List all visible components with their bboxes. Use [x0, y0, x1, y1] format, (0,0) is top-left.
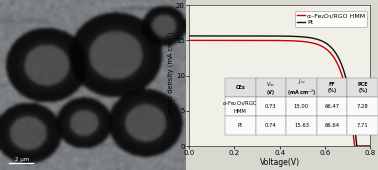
Text: 2 μm: 2 μm — [15, 157, 29, 161]
Y-axis label: Current density (mA cm⁻²): Current density (mA cm⁻²) — [167, 31, 174, 120]
Legend: α–Fe₂O₃/RGO HMM, Pt: α–Fe₂O₃/RGO HMM, Pt — [295, 11, 367, 27]
X-axis label: Voltage(V): Voltage(V) — [260, 158, 300, 167]
